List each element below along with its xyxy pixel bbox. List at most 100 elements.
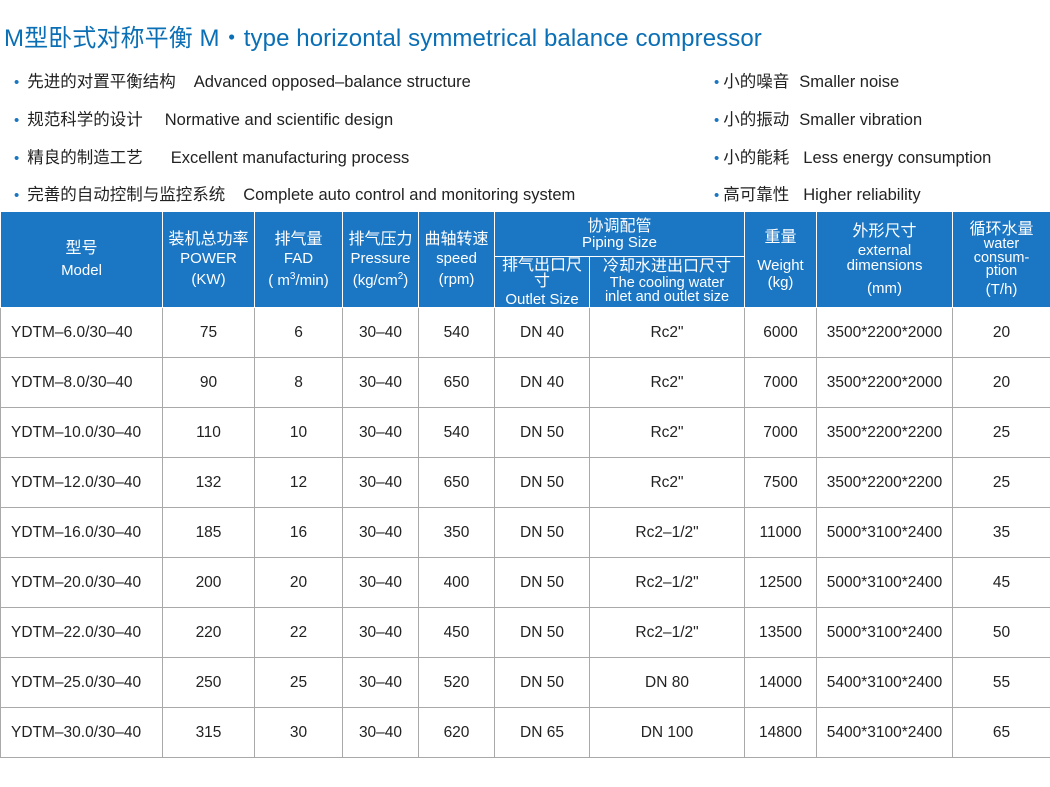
model-cell: YDTM–8.0/30–40 [0, 357, 163, 408]
pressure-cell: 30–40 [342, 357, 419, 408]
outlet-cell: DN 50 [494, 457, 590, 508]
speed-cell: 400 [418, 557, 495, 608]
feature-en: Advanced opposed–balance structure [193, 73, 471, 91]
power-cell: 220 [162, 607, 255, 658]
dimensions-cell: 3500*2200*2000 [816, 307, 954, 358]
weight-cell: 6000 [744, 307, 818, 358]
pressure-cell: 30–40 [342, 407, 419, 458]
pressure-cell: 30–40 [342, 307, 419, 358]
table-row: YDTM–12.0/30–40 132 12 30–40 650 DN 50 Rc2" 750… [0, 457, 1050, 508]
model-cell: YDTM–6.0/30–40 [0, 307, 163, 358]
model-cell: YDTM–25.0/30–40 [0, 657, 163, 708]
speed-cell: 620 [418, 707, 495, 758]
bullet-icon: • [14, 74, 20, 91]
power-cell: 185 [162, 507, 255, 558]
feature-cn: 小的噪音 [723, 73, 790, 91]
feature-item: • 先进的对置平衡结构 Advanced opposed–balance struc… [14, 68, 471, 92]
header-piping: 协调配管 Piping Size [493, 211, 746, 257]
dimensions-cell: 5400*3100*2400 [816, 707, 954, 758]
feature-cn: 先进的对置平衡结构 [27, 73, 176, 91]
speed-cell: 350 [418, 507, 495, 558]
header-power: 装机总功率 POWER (KW) [162, 211, 255, 308]
weight-cell: 14000 [744, 657, 818, 708]
feature-item: • 小的振动 Smaller vibration [714, 106, 922, 130]
pressure-cell: 30–40 [342, 557, 419, 608]
table-row: YDTM–20.0/30–40 200 20 30–40 400 DN 50 Rc2–1/2… [0, 557, 1050, 608]
header-fad: 排气量 FAD ( m3/min) [254, 211, 343, 308]
page-title: M型卧式对称平衡 M・type horizontal symmetrical b… [4, 25, 762, 52]
fad-cell: 22 [254, 607, 343, 658]
bullet-icon: • [714, 112, 720, 129]
pressure-cell: 30–40 [342, 607, 419, 658]
feature-item: • 精良的制造工艺 Excellent manufacturing process [14, 144, 409, 168]
feature-cn: 完善的自动控制与监控系统 [27, 186, 226, 204]
model-cell: YDTM–10.0/30–40 [0, 407, 163, 458]
fad-cell: 25 [254, 657, 343, 708]
feature-en: Normative and scientific design [164, 111, 394, 129]
dimensions-cell: 5000*3100*2400 [816, 507, 954, 558]
fad-cell: 16 [254, 507, 343, 558]
water-cell: 50 [952, 607, 1050, 658]
bullet-icon: • [714, 150, 720, 167]
model-cell: YDTM–22.0/30–40 [0, 607, 163, 658]
feature-cn: 精良的制造工艺 [27, 149, 143, 167]
feature-en: Less energy consumption [803, 149, 992, 167]
dimensions-cell: 5000*3100*2400 [816, 557, 954, 608]
outlet-cell: DN 50 [494, 407, 590, 458]
table-body: YDTM–6.0/30–40 75 6 30–40 540 DN 40 Rc2" 6000 35… [0, 307, 1050, 758]
pressure-cell: 30–40 [342, 507, 419, 558]
feature-cn: 小的振动 [723, 111, 790, 129]
feature-item: • 高可靠性 Higher reliability [714, 181, 921, 205]
weight-cell: 14800 [744, 707, 818, 758]
dimensions-cell: 3500*2200*2000 [816, 357, 954, 408]
cooling-cell: Rc2–1/2" [589, 507, 746, 558]
table-row: YDTM–25.0/30–40 250 25 30–40 520 DN 50 DN 80 14… [0, 657, 1050, 708]
fad-cell: 6 [254, 307, 343, 358]
header-speed: 曲轴转速 speed (rpm) [418, 211, 495, 308]
feature-en: Smaller noise [799, 73, 900, 91]
cooling-cell: Rc2" [589, 457, 746, 508]
bullet-icon: • [714, 187, 720, 204]
bullet-icon: • [14, 112, 20, 129]
table-row: YDTM–30.0/30–40 315 30 30–40 620 DN 65 DN 100 1… [0, 707, 1050, 758]
feature-cn: 规范科学的设计 [27, 111, 143, 129]
feature-list: • 先进的对置平衡结构 Advanced opposed–balance struc… [0, 60, 1050, 210]
pressure-cell: 30–40 [342, 707, 419, 758]
weight-cell: 12500 [744, 557, 818, 608]
power-cell: 90 [162, 357, 255, 408]
outlet-cell: DN 40 [494, 357, 590, 408]
weight-cell: 7000 [744, 357, 818, 408]
outlet-cell: DN 65 [494, 707, 590, 758]
fad-cell: 30 [254, 707, 343, 758]
power-cell: 75 [162, 307, 255, 358]
table-row: YDTM–8.0/30–40 90 8 30–40 650 DN 40 Rc2" 7000 35… [0, 357, 1050, 408]
model-cell: YDTM–16.0/30–40 [0, 507, 163, 558]
feature-en: Excellent manufacturing process [170, 149, 410, 167]
water-cell: 45 [952, 557, 1050, 608]
speed-cell: 520 [418, 657, 495, 708]
header-model: 型号 Model [0, 211, 163, 308]
feature-item: • 完善的自动控制与监控系统 Complete auto control and m… [14, 181, 575, 205]
feature-item: • 小的噪音 Smaller noise [714, 68, 899, 92]
model-cell: YDTM–30.0/30–40 [0, 707, 163, 758]
dimensions-cell: 3500*2200*2200 [816, 457, 954, 508]
pressure-cell: 30–40 [342, 457, 419, 508]
fad-cell: 12 [254, 457, 343, 508]
outlet-cell: DN 40 [494, 307, 590, 358]
fad-cell: 10 [254, 407, 343, 458]
speed-cell: 450 [418, 607, 495, 658]
power-cell: 315 [162, 707, 255, 758]
feature-en: Smaller vibration [799, 111, 923, 129]
cooling-cell: Rc2–1/2" [589, 607, 746, 658]
cooling-cell: DN 100 [589, 707, 746, 758]
speed-cell: 650 [418, 457, 495, 508]
dimensions-cell: 5400*3100*2400 [816, 657, 954, 708]
power-cell: 110 [162, 407, 255, 458]
water-cell: 25 [952, 457, 1050, 508]
cooling-cell: DN 80 [589, 657, 746, 708]
model-cell: YDTM–20.0/30–40 [0, 557, 163, 608]
water-cell: 55 [952, 657, 1050, 708]
header-cooling: 冷却水进出口尺寸 The cooling water inlet and out… [588, 256, 746, 308]
cooling-cell: Rc2" [589, 407, 746, 458]
water-cell: 35 [952, 507, 1050, 558]
